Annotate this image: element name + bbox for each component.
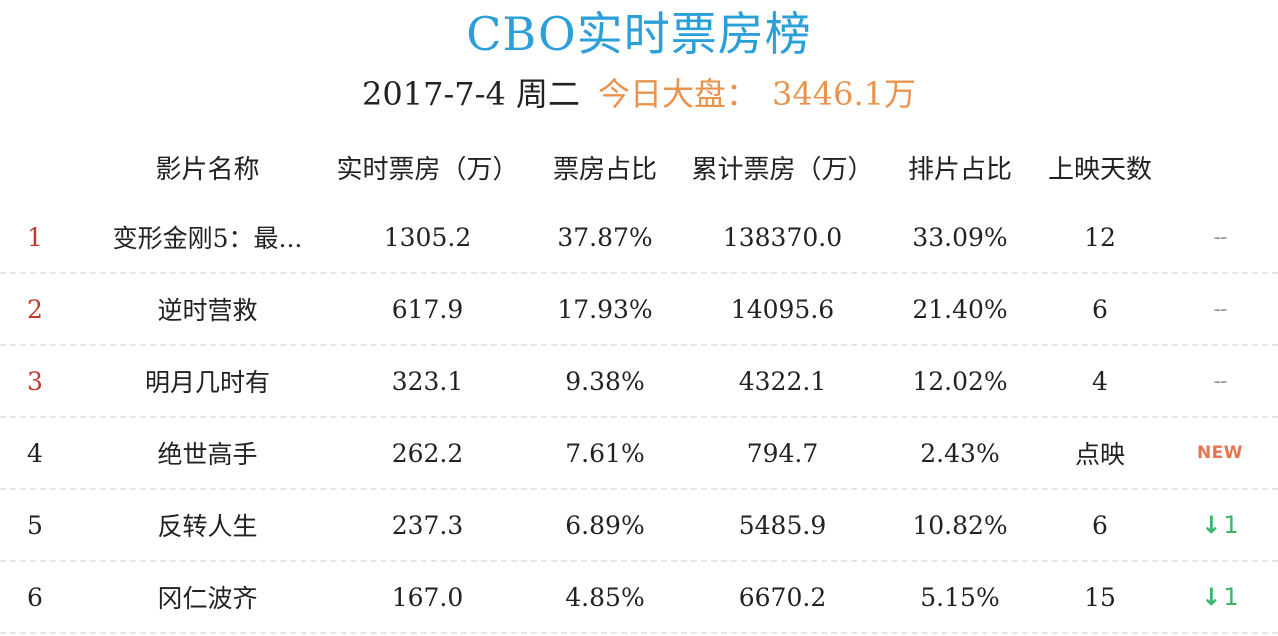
days-released-cell: 6 — [1092, 510, 1108, 540]
realtime-gross-cell: 262.2 — [391, 438, 464, 468]
column-header-realtime[interactable]: 实时票房（万） — [336, 154, 519, 185]
date-label: 2017-7-4 周二 — [362, 75, 580, 113]
column-header-cumulative[interactable]: 累计票房（万） — [691, 154, 874, 185]
column-header-schedule[interactable]: 排片占比 — [907, 154, 1012, 185]
schedule-share-cell: 5.15% — [920, 582, 1000, 612]
cumulative-gross-cell: 5485.9 — [738, 510, 827, 540]
schedule-share-cell: 12.02% — [912, 366, 1008, 396]
rank-cell: 6 — [27, 582, 43, 612]
rank-change-none: -- — [1213, 368, 1228, 394]
rank-cell: 3 — [27, 366, 43, 396]
realtime-gross-cell: 237.3 — [391, 510, 464, 540]
table-body: 1 变形金刚5：最... 1305.2 37.87% 138370.0 33.09% 12-… — [0, 202, 1278, 634]
days-released-cell: 点映 — [1074, 440, 1125, 469]
rank-cell: 5 — [27, 510, 43, 540]
rank-cell: 4 — [27, 438, 43, 468]
column-header-share[interactable]: 票房占比 — [552, 154, 657, 185]
rank-change-down: ↓1 — [1180, 562, 1260, 632]
new-badge: NEW — [1196, 443, 1244, 463]
rank-change-down: ↓1 — [1180, 490, 1260, 560]
rank-cell: 1 — [27, 222, 43, 252]
gross-share-cell: 6.89% — [565, 510, 645, 540]
table-row[interactable]: 2 逆时营救 617.9 17.93% 14095.6 21.40% 6 -- — [0, 274, 1278, 346]
cumulative-gross-cell: 794.7 — [746, 438, 819, 468]
table-row[interactable]: 5 反转人生 237.3 6.89% 5485.9 10.82% 6 ↓1 — [0, 490, 1278, 562]
schedule-share-cell: 2.43% — [920, 438, 1000, 468]
gross-share-cell: 37.87% — [557, 222, 653, 252]
movie-name-cell[interactable]: 变形金刚5：最... — [112, 224, 303, 253]
schedule-share-cell: 21.40% — [912, 294, 1008, 324]
column-header-name[interactable]: 影片名称 — [155, 154, 260, 185]
gross-share-cell: 7.61% — [565, 438, 645, 468]
movie-name-cell[interactable]: 反转人生 — [157, 512, 258, 541]
table-row[interactable]: 1 变形金刚5：最... 1305.2 37.87% 138370.0 33.09% 12 -… — [0, 202, 1278, 274]
rank-change-value: 1 — [1223, 583, 1239, 611]
arrow-down-icon: ↓ — [1201, 583, 1222, 611]
date-and-gross: 2017-7-4 周二 今日大盘： 3446.1万 — [0, 72, 1278, 116]
column-header-days[interactable]: 上映天数 — [1047, 154, 1152, 185]
cumulative-gross-cell: 138370.0 — [722, 222, 843, 252]
movie-name-cell[interactable]: 明月几时有 — [144, 368, 270, 397]
days-released-cell: 15 — [1084, 582, 1116, 612]
realtime-gross-cell: 1305.2 — [383, 222, 472, 252]
cumulative-gross-cell: 6670.2 — [738, 582, 827, 612]
days-released-cell: 4 — [1092, 366, 1108, 396]
days-released-cell: 12 — [1084, 222, 1116, 252]
cumulative-gross-cell: 4322.1 — [738, 366, 827, 396]
arrow-down-icon: ↓ — [1201, 511, 1222, 539]
realtime-gross-cell: 617.9 — [391, 294, 464, 324]
total-gross-label: 今日大盘： — [597, 75, 758, 113]
table-row[interactable]: 6 冈仁波齐 167.0 4.85% 6670.2 5.15% 15 ↓1 — [0, 562, 1278, 634]
rank-change-indicator: ↓1 — [1201, 511, 1238, 539]
cumulative-gross-cell: 14095.6 — [730, 294, 835, 324]
gross-share-cell: 4.85% — [565, 582, 645, 612]
total-gross-value: 3446.1万 — [772, 75, 916, 113]
realtime-gross-cell: 323.1 — [391, 366, 464, 396]
rank-change-none: -- — [1213, 224, 1228, 250]
table-header: 影片名称 实时票房（万） 票房占比 累计票房（万） 排片占比 上映天数 — [0, 132, 1278, 202]
movie-name-cell[interactable]: 冈仁波齐 — [157, 584, 258, 613]
days-released-cell: 6 — [1092, 294, 1108, 324]
rank-change-value: 1 — [1223, 511, 1239, 539]
schedule-share-cell: 33.09% — [912, 222, 1008, 252]
table-row[interactable]: 4 绝世高手 262.2 7.61% 794.7 2.43% 点映 NEW — [0, 418, 1278, 490]
movie-name-cell[interactable]: 绝世高手 — [157, 440, 258, 469]
rank-change-none: -- — [1213, 296, 1228, 322]
schedule-share-cell: 10.82% — [912, 510, 1008, 540]
gross-share-cell: 9.38% — [565, 366, 645, 396]
realtime-gross-cell: 167.0 — [391, 582, 464, 612]
movie-name-cell[interactable]: 逆时营救 — [157, 296, 258, 325]
table-row[interactable]: 3 明月几时有 323.1 9.38% 4322.1 12.02% 4 -- — [0, 346, 1278, 418]
gross-share-cell: 17.93% — [557, 294, 653, 324]
box-office-table: 影片名称 实时票房（万） 票房占比 累计票房（万） 排片占比 上映天数 1 变形金… — [0, 132, 1278, 634]
rank-change-indicator: ↓1 — [1201, 583, 1238, 611]
page-title: CBO实时票房榜 — [466, 7, 812, 61]
rank-cell: 2 — [27, 294, 43, 324]
